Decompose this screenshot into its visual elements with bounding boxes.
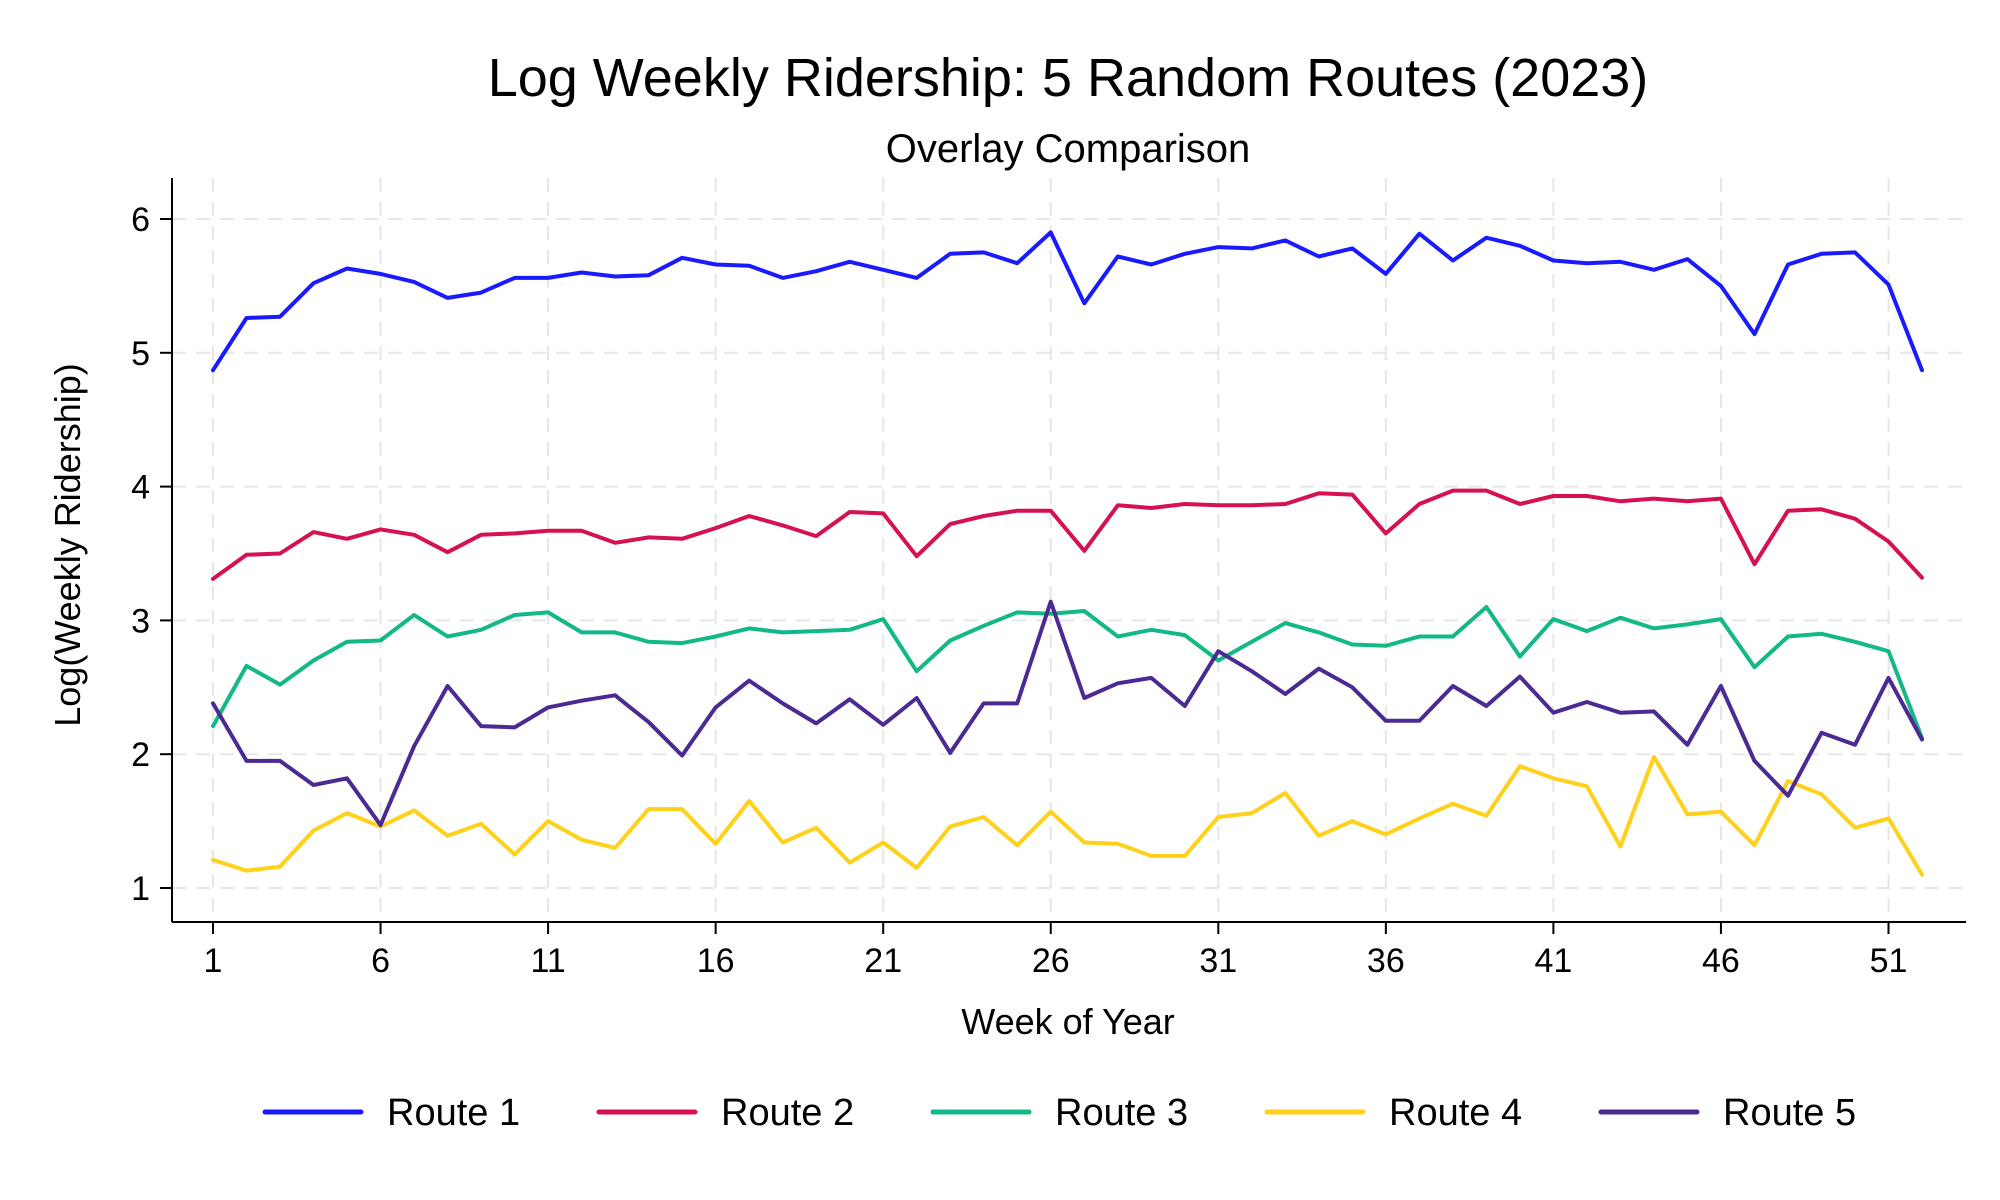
series-line-route-4 [211,754,1924,877]
x-tick-label: 36 [1367,942,1405,980]
y-tick-label: 2 [131,736,150,774]
y-tick-label: 4 [131,469,150,507]
x-tick-label: 6 [371,942,390,980]
x-tick-label: 51 [1870,942,1908,980]
x-tick-label: 11 [530,942,565,980]
x-tick-label: 26 [1032,942,1070,980]
x-tick-label: 16 [697,942,735,980]
series-line-route-5 [211,599,1924,828]
y-axis-label: Log(Weekly Ridership) [47,363,88,726]
series-line-route-3 [211,605,1924,741]
y-tick-label: 3 [131,602,150,640]
x-tick-label: 31 [1199,942,1237,980]
chart-subtitle: Overlay Comparison [886,127,1251,171]
legend-label-route-1: Route 1 [387,1092,520,1134]
chart-title: Log Weekly Ridership: 5 Random Routes (2… [488,48,1649,108]
legend-label-route-2: Route 2 [721,1092,854,1134]
series-line-route-2 [211,488,1924,581]
legend-label-route-4: Route 4 [1389,1092,1522,1134]
y-tick-label: 1 [131,870,150,908]
legend-label-route-5: Route 5 [1723,1092,1856,1134]
x-tick-label: 41 [1534,942,1572,980]
series-line-route-1 [211,230,1924,373]
x-tick-label: 21 [864,942,902,980]
x-tick-label: 46 [1702,942,1740,980]
y-tick-label: 6 [131,201,150,239]
legend-label-route-3: Route 3 [1055,1092,1188,1134]
legend: Route 1 Route 2 Route 3 Route 4 Route 5 [262,1092,1856,1134]
x-axis-label: Week of Year [961,1001,1175,1042]
series-layer [211,230,1924,877]
grid-layer [172,178,1966,922]
y-tick-label: 5 [131,335,150,373]
x-tick-label: 1 [204,942,223,980]
